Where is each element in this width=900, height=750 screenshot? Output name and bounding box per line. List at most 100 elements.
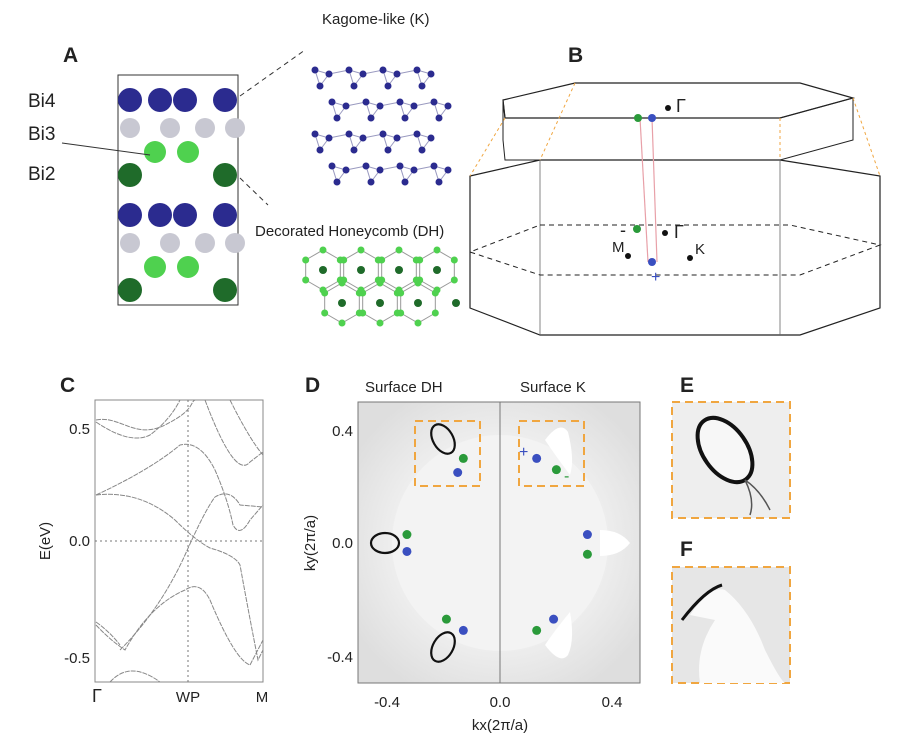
bi4-atom <box>173 88 197 112</box>
c-ylabel: E(eV) <box>37 522 54 560</box>
panel-label-d: D <box>305 374 320 397</box>
k-label: K <box>695 241 705 258</box>
minus-label: - <box>620 220 626 240</box>
kagome-atom <box>328 98 336 106</box>
kagome-atom <box>311 66 319 74</box>
kagome-atom <box>376 166 384 174</box>
honeycomb-center-atom <box>319 266 327 274</box>
kagome-atom <box>410 166 418 174</box>
honeycomb-atom <box>431 289 439 297</box>
honeycomb-center-atom <box>452 299 460 307</box>
bi4-label: Bi4 <box>28 91 56 112</box>
m-label: M <box>612 239 625 256</box>
kagome-atom <box>413 66 421 74</box>
bi3-atom <box>120 233 140 253</box>
kagome-atom <box>401 114 409 122</box>
blue-weyl-point <box>453 468 463 477</box>
kagome-atom <box>435 178 443 186</box>
bi3-atom <box>225 233 245 253</box>
kagome-atom <box>379 66 387 74</box>
honeycomb-label: Decorated Honeycomb (DH) <box>255 223 444 240</box>
gamma-top-label: Γ <box>676 96 686 116</box>
unit-cell-box <box>117 74 239 306</box>
kagome-atom <box>430 98 438 106</box>
bi2-label: Bi2 <box>28 164 55 185</box>
honeycomb-atom <box>321 309 329 317</box>
honeycomb-atom <box>450 276 458 284</box>
c-xtick: M <box>256 689 269 706</box>
crystal-structure <box>118 88 245 302</box>
kagome-atom <box>427 134 435 142</box>
honeycomb-atom <box>414 319 422 327</box>
top-green-point <box>634 114 642 122</box>
top-blue-point <box>648 114 656 122</box>
bi4-atom <box>213 88 237 112</box>
green-weyl-point <box>402 530 412 540</box>
kagome-atom <box>427 70 435 78</box>
honeycomb-atom <box>414 279 422 287</box>
bi3-atom <box>225 118 245 138</box>
bi2-atom <box>118 163 142 187</box>
d-ytick: 0.0 <box>332 535 353 552</box>
honeycomb-atom <box>395 246 403 254</box>
honeycomb-atom <box>378 256 386 264</box>
kagome-atom <box>367 178 375 186</box>
band-lines <box>95 399 264 683</box>
kagome-atom <box>345 66 353 74</box>
kagome-atom <box>435 114 443 122</box>
e-arc-tail <box>744 479 771 516</box>
gamma-top-point <box>665 105 671 111</box>
kagome-atom <box>379 130 387 138</box>
kagome-atom <box>393 134 401 142</box>
kagome-lattice <box>311 66 452 186</box>
kagome-atom <box>333 178 341 186</box>
green-weyl-point <box>532 625 542 635</box>
honeycomb-center-atom <box>357 266 365 274</box>
d-xtick: -0.4 <box>374 694 400 711</box>
bi3-pointer <box>61 142 151 156</box>
kagome-label: Kagome-like (K) <box>322 11 430 28</box>
white-lobes <box>545 427 630 659</box>
blue-weyl-point <box>458 625 468 635</box>
honeycomb-atom <box>357 246 365 254</box>
kagome-atom <box>376 102 384 110</box>
honeycomb-atom <box>450 256 458 264</box>
kagome-atom <box>345 130 353 138</box>
bi4-atom <box>213 203 237 227</box>
honeycomb-lattice <box>302 246 460 327</box>
kagome-atom <box>384 146 392 154</box>
honeycomb-atom <box>321 289 329 297</box>
kagome-atom <box>333 114 341 122</box>
panel-label-e: E <box>680 374 694 397</box>
honeycomb-center-atom <box>376 299 384 307</box>
kagome-atom <box>444 102 452 110</box>
d-ytick: 0.4 <box>332 423 353 440</box>
surface-dh-title: Surface DH <box>365 379 443 396</box>
honeycomb-atom <box>319 246 327 254</box>
kagome-atom <box>342 102 350 110</box>
c-ytick: 0.0 <box>69 533 90 550</box>
honeycomb-atom <box>302 256 310 264</box>
kagome-atom <box>396 162 404 170</box>
c-xtick: WP <box>176 689 200 706</box>
honeycomb-atom <box>302 276 310 284</box>
kagome-atom <box>384 82 392 90</box>
kagome-atom <box>413 130 421 138</box>
honeycomb-atom <box>376 279 384 287</box>
d-xlabel: kx(2π/a) <box>472 717 528 734</box>
kagome-atom <box>396 98 404 106</box>
blue-point <box>648 258 656 266</box>
kagome-atom <box>328 162 336 170</box>
bi4-atom <box>148 203 172 227</box>
k-zoom-box <box>518 420 585 487</box>
bi2-atom <box>213 278 237 302</box>
c-xtick: Γ <box>92 686 102 706</box>
honeycomb-atom <box>338 319 346 327</box>
honeycomb-atom <box>433 246 441 254</box>
panel-label-b: B <box>568 44 583 67</box>
honeycomb-center-atom <box>338 299 346 307</box>
honeycomb-atom <box>416 256 424 264</box>
kagome-atom <box>430 162 438 170</box>
brillouin-zone <box>468 82 882 336</box>
